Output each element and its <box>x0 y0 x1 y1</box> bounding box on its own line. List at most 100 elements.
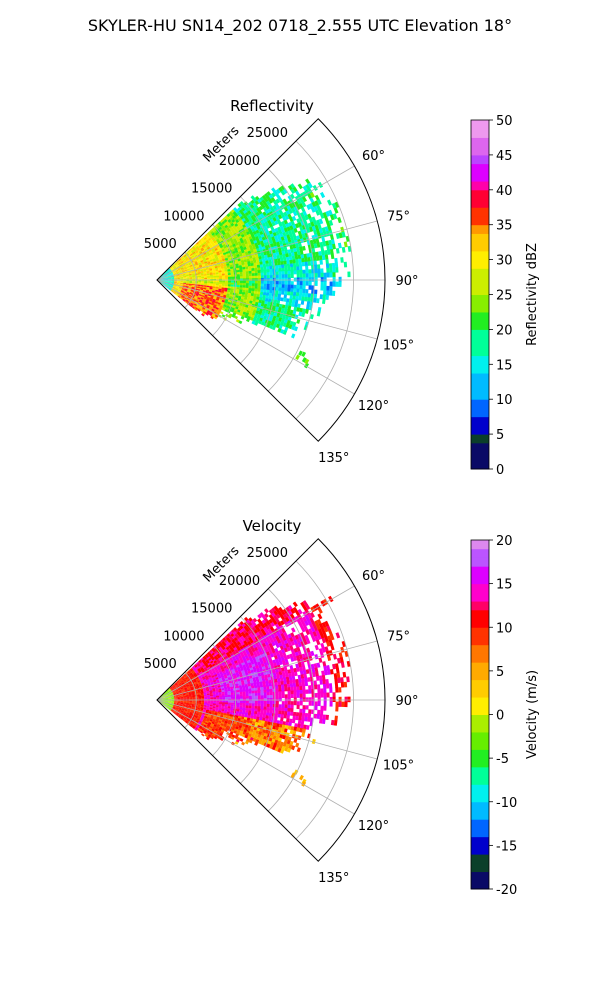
velocity-cell <box>267 654 272 659</box>
reflectivity-cell <box>166 286 169 289</box>
velocity-cell <box>296 686 300 691</box>
velocity-cell <box>264 677 269 682</box>
reflectivity-cell <box>282 224 287 230</box>
velocity-cell <box>220 710 225 714</box>
reflectivity-cell <box>295 258 299 264</box>
reflectivity-cell <box>283 291 288 296</box>
velocity-cell <box>282 734 286 740</box>
velocity-cell <box>176 695 181 698</box>
velocity-cell <box>213 674 218 677</box>
velocity-cell <box>260 734 265 739</box>
velocity-cell <box>174 683 178 686</box>
velocity-cell <box>340 646 345 653</box>
reflectivity-cell <box>288 256 293 261</box>
velocity-cell <box>304 677 308 683</box>
velocity-cell <box>233 730 238 734</box>
reflectivity-cell <box>212 233 217 238</box>
reflectivity-cell <box>325 240 330 247</box>
reflectivity-cell <box>291 252 295 257</box>
velocity-cell <box>229 684 233 688</box>
velocity-cell <box>280 749 285 754</box>
reflectivity-cell <box>334 257 338 264</box>
reflectivity-cell <box>241 252 246 256</box>
reflectivity-cell <box>297 238 302 244</box>
reflectivity-cell <box>170 284 174 287</box>
velocity-cell <box>298 678 302 683</box>
reflectivity-cell <box>180 282 184 284</box>
velocity-cell <box>234 717 239 721</box>
reflectivity-cell <box>258 311 263 316</box>
velocity-cell <box>180 686 184 689</box>
reflectivity-cell <box>220 303 224 307</box>
reflectivity-cell <box>179 286 183 288</box>
reflectivity-cell <box>179 292 183 295</box>
velocity-cell <box>175 690 179 693</box>
velocity-cell <box>200 708 204 711</box>
reflectivity-cell <box>185 264 189 267</box>
velocity-cell <box>195 661 200 665</box>
velocity-cell <box>198 684 203 687</box>
reflectivity-cell <box>196 304 200 308</box>
velocity-cell <box>281 687 285 692</box>
velocity-cell <box>204 700 208 702</box>
velocity-cell <box>317 701 321 707</box>
velocity-cell <box>235 713 239 717</box>
velocity-cell <box>299 697 303 702</box>
reflectivity-cell <box>220 246 225 251</box>
velocity-cell <box>217 655 221 659</box>
velocity-cell <box>193 667 197 671</box>
velocity-cell <box>275 736 280 741</box>
reflectivity-cell <box>248 273 252 277</box>
reflectivity-cell <box>301 245 306 251</box>
velocity-cell <box>173 705 177 707</box>
reflectivity-cell <box>183 259 187 263</box>
velocity-cell <box>221 705 225 708</box>
reflectivity-cell <box>193 304 197 308</box>
reflectivity-cell <box>247 305 252 309</box>
velocity-cell <box>259 711 264 716</box>
velocity-cell <box>179 695 183 697</box>
velocity-cell <box>236 704 240 708</box>
reflectivity-cell <box>208 301 212 305</box>
velocity-cell <box>199 666 203 670</box>
reflectivity-cell <box>262 292 267 296</box>
velocity-cell <box>198 698 202 700</box>
velocity-cell <box>241 733 246 738</box>
velocity-cell <box>273 719 278 724</box>
reflectivity-cell <box>284 287 288 292</box>
velocity-cell <box>182 678 186 682</box>
velocity-cell <box>247 715 251 719</box>
reflectivity-cell <box>248 283 252 287</box>
reflectivity-cell <box>291 313 296 319</box>
velocity-cell <box>180 687 184 690</box>
velocity-cell <box>208 721 212 725</box>
velocity-cell <box>213 655 218 659</box>
reflectivity-cell <box>309 314 314 320</box>
reflectivity-cell <box>202 240 206 244</box>
velocity-cell <box>215 703 219 706</box>
velocity-cell <box>277 657 282 662</box>
reflectivity-cell <box>168 281 172 283</box>
velocity-cell <box>175 684 179 687</box>
reflectivity-cell <box>185 294 189 298</box>
reflectivity-cell <box>192 252 197 256</box>
reflectivity-cell <box>302 277 306 282</box>
velocity-cell <box>335 701 339 707</box>
reflectivity-cell <box>280 307 285 312</box>
reflectivity-cell <box>202 292 206 295</box>
velocity-cell <box>313 680 318 686</box>
reflectivity-cell <box>192 299 197 302</box>
reflectivity-cell <box>270 243 275 248</box>
reflectivity-cell <box>165 277 169 279</box>
reflectivity-cell <box>203 304 207 308</box>
velocity-cell <box>212 695 217 698</box>
velocity-cell <box>161 695 164 698</box>
velocity-cell <box>318 657 323 663</box>
reflectivity-cell <box>184 261 188 264</box>
velocity-cell <box>219 697 223 700</box>
reflectivity-cell <box>299 284 303 290</box>
velocity-cell <box>283 639 289 645</box>
reflectivity-cell <box>204 238 209 242</box>
velocity-cell <box>239 705 243 708</box>
reflectivity-cell <box>268 230 273 235</box>
